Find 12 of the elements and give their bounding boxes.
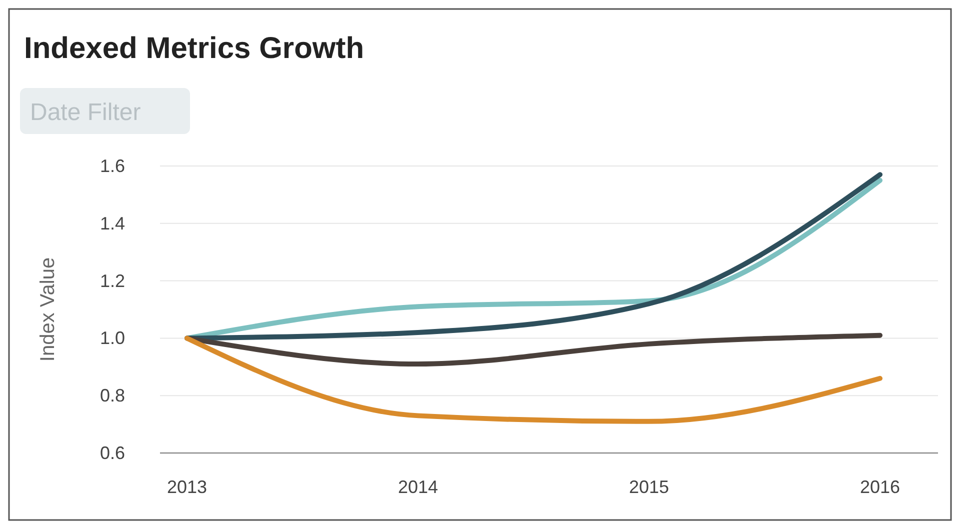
chart-title: Indexed Metrics Growth (24, 32, 364, 65)
y-tick-label: 0.8 (100, 386, 125, 406)
y-tick-label: 1.4 (100, 213, 125, 234)
y-tick-label: 1.6 (100, 156, 125, 176)
x-tick-label: 2015 (628, 477, 670, 497)
y-tick-label: 1.2 (100, 270, 125, 291)
y-tick-label: 1.0 (100, 328, 125, 348)
y-axis-title: Index Value (37, 257, 59, 362)
x-tick-label: 2016 (860, 477, 900, 497)
x-tick-label: 2013 (166, 477, 208, 497)
x-tick-label: 2014 (398, 477, 438, 497)
y-tick-label: 0.6 (100, 443, 125, 463)
